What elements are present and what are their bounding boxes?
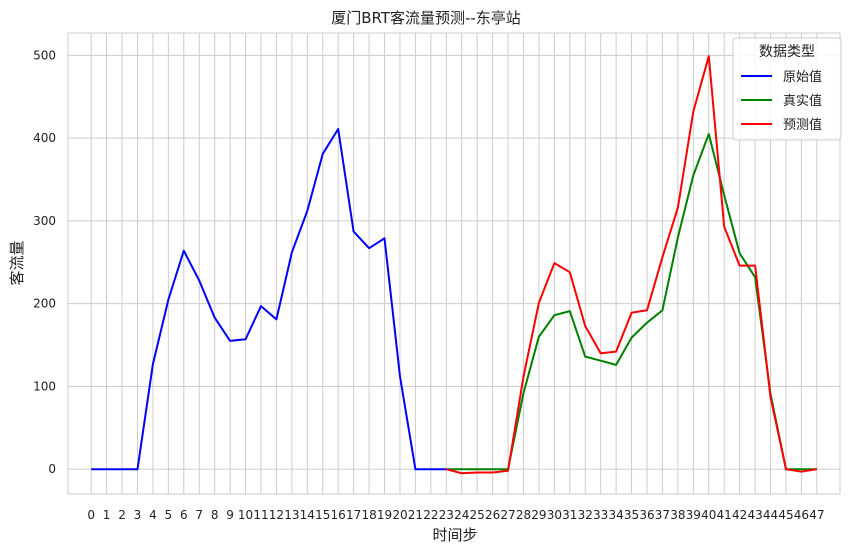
- legend-label-original: 原始值: [783, 69, 822, 85]
- y-tick-label: 300: [33, 214, 56, 228]
- x-tick-label: 4: [149, 508, 157, 522]
- x-tick-label: 45: [778, 508, 793, 522]
- series-line-predicted: [446, 55, 817, 475]
- x-tick-label: 9: [226, 508, 234, 522]
- x-axis-label: 时间步: [432, 526, 477, 544]
- x-tick-label: 41: [717, 508, 732, 522]
- chart-title: 厦门BRT客流量预测--东亭站: [331, 9, 521, 27]
- x-tick-label: 2: [118, 508, 126, 522]
- x-tick-label: 22: [423, 508, 438, 522]
- x-tick-label: 8: [211, 508, 219, 522]
- x-tick-label: 26: [485, 508, 500, 522]
- x-tick-label: 32: [578, 508, 593, 522]
- series-line-original: [91, 128, 447, 471]
- y-tick-labels: 0 100 200 300 400 500: [33, 48, 56, 476]
- x-tick-label: 37: [655, 508, 670, 522]
- x-tick-label: 35: [624, 508, 639, 522]
- legend-title: 数据类型: [759, 44, 815, 60]
- x-tick-label: 13: [284, 508, 299, 522]
- legend-label-actual: 真实值: [783, 93, 822, 109]
- y-tick-label: 100: [33, 379, 56, 393]
- x-tick-label: 14: [300, 508, 315, 522]
- x-tick-label: 46: [794, 508, 809, 522]
- y-tick-label: 500: [33, 48, 56, 62]
- x-tick-labels: 0 1 2 3 4 5 6 7 8 9 10 11 12 13 14 15 16 17 18 19 20 21 22 23 24…: [87, 508, 824, 522]
- x-tick-label: 19: [377, 508, 392, 522]
- x-tick-label: 36: [639, 508, 654, 522]
- x-tick-label: 12: [269, 508, 284, 522]
- x-tick-label: 18: [361, 508, 376, 522]
- x-tick-label: 11: [253, 508, 268, 522]
- x-tick-label: 33: [593, 508, 608, 522]
- legend-box: [732, 37, 842, 141]
- x-tick-label: 31: [562, 508, 577, 522]
- x-tick-label: 6: [180, 508, 188, 522]
- x-tick-label: 7: [195, 508, 203, 522]
- x-tick-label: 44: [763, 508, 778, 522]
- x-tick-label: 39: [686, 508, 701, 522]
- x-tick-label: 3: [134, 508, 142, 522]
- y-axis-label: 客流量: [8, 240, 26, 285]
- x-tick-label: 15: [315, 508, 330, 522]
- x-tick-label: 10: [238, 508, 253, 522]
- x-tick-label: 38: [670, 508, 685, 522]
- x-tick-label: 40: [701, 508, 716, 522]
- y-tick-label: 200: [33, 297, 56, 311]
- x-tick-label: 17: [346, 508, 361, 522]
- legend-label-predicted: 预测值: [783, 117, 822, 133]
- x-tick-label: 23: [439, 508, 454, 522]
- x-tick-label: 43: [747, 508, 762, 522]
- x-tick-label: 27: [500, 508, 515, 522]
- x-gridlines: [90, 33, 818, 494]
- x-tick-label: 1: [103, 508, 111, 522]
- series-lines: [91, 55, 817, 475]
- y-gridlines: [68, 54, 840, 470]
- plot-frame: [67, 32, 841, 495]
- x-tick-label: 30: [547, 508, 562, 522]
- y-tick-label: 400: [33, 131, 56, 145]
- x-tick-label: 42: [732, 508, 747, 522]
- y-tick-label: 0: [48, 462, 56, 476]
- x-tick-label: 5: [165, 508, 173, 522]
- x-tick-label: 34: [608, 508, 623, 522]
- x-tick-label: 47: [809, 508, 824, 522]
- x-tick-label: 24: [454, 508, 469, 522]
- x-tick-label: 28: [516, 508, 531, 522]
- x-tick-label: 20: [392, 508, 407, 522]
- x-tick-label: 0: [87, 508, 95, 522]
- x-tick-label: 29: [531, 508, 546, 522]
- x-tick-label: 16: [331, 508, 346, 522]
- x-tick-label: 21: [408, 508, 423, 522]
- legend: 数据类型 原始值 真实值 预测值: [732, 37, 842, 141]
- x-tick-label: 25: [470, 508, 485, 522]
